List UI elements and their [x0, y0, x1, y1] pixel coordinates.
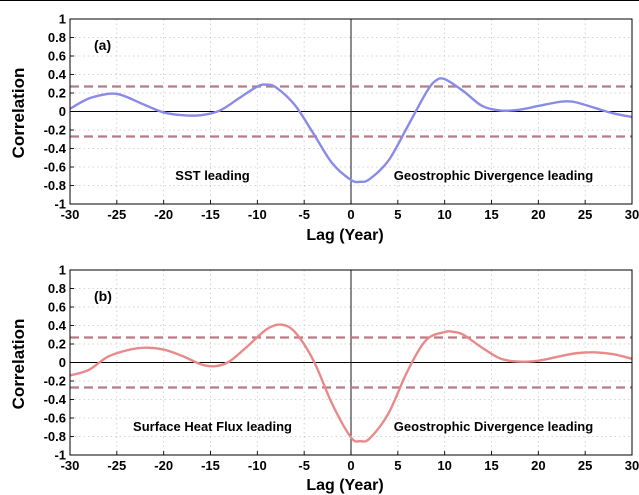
- y-tick-label: 0.6: [48, 49, 66, 64]
- x-tick-label: -20: [154, 458, 173, 473]
- x-tick-label: -5: [298, 207, 310, 222]
- x-tick-label: -10: [248, 458, 267, 473]
- x-tick-label: -5: [298, 458, 310, 473]
- x-tick-label: 0: [347, 458, 354, 473]
- annotation-right: Geostrophic Divergence leading: [394, 168, 593, 183]
- x-tick-label: 15: [484, 207, 498, 222]
- x-tick-label: 30: [625, 207, 639, 222]
- x-tick-label: -30: [61, 458, 80, 473]
- y-axis-label: Correlation: [9, 68, 28, 159]
- y-tick-label: -0.6: [44, 160, 66, 175]
- y-axis-label: Correlation: [9, 319, 28, 410]
- y-tick-label: -0.2: [44, 374, 66, 389]
- y-tick-label: -1: [54, 448, 66, 463]
- x-tick-label: -15: [201, 207, 220, 222]
- panel-label: (b): [94, 288, 112, 304]
- x-tick-label: -30: [61, 207, 80, 222]
- x-tick-label: 0: [347, 207, 354, 222]
- x-tick-label: -20: [154, 207, 173, 222]
- x-tick-label: 15: [484, 458, 498, 473]
- y-tick-label: 0: [59, 104, 66, 119]
- x-axis-label: Lag (Year): [306, 477, 383, 494]
- top-border-line: [0, 0, 639, 1]
- y-tick-label: 0.4: [48, 67, 67, 82]
- x-tick-label: 25: [578, 207, 592, 222]
- correlation-curve: [70, 323, 632, 443]
- y-tick-label: 1: [59, 12, 66, 27]
- y-tick-label: 1: [59, 263, 66, 278]
- y-tick-label: -0.8: [44, 178, 66, 193]
- x-tick-label: 20: [531, 458, 545, 473]
- x-tick-label: 10: [437, 458, 451, 473]
- y-tick-label: 0: [59, 355, 66, 370]
- chart-panel-a: -30 -25 -20 -15 -10 -5 0 5 10 15 20 25 3010.80.60.40…: [9, 12, 639, 245]
- x-tick-label: 10: [437, 207, 451, 222]
- y-tick-label: 0.6: [48, 300, 66, 315]
- x-tick-label: 30: [625, 458, 639, 473]
- x-tick-label: 5: [394, 207, 401, 222]
- chart-panel-b: -30 -25 -20 -15 -10 -5 0 5 10 15 20 25 3010.80.60.40…: [9, 263, 639, 495]
- x-axis-label: Lag (Year): [306, 227, 383, 244]
- x-tick-label: 25: [578, 458, 592, 473]
- y-tick-label: -0.8: [44, 429, 66, 444]
- x-tick-label: -15: [201, 458, 220, 473]
- y-tick-label: 0.2: [48, 337, 66, 352]
- correlation-curve: [70, 77, 632, 184]
- annotation-left: SST leading: [175, 168, 249, 183]
- annotation-right: Geostrophic Divergence leading: [394, 419, 593, 434]
- y-tick-label: -0.4: [44, 141, 67, 156]
- x-tick-label: 20: [531, 207, 545, 222]
- y-tick-label: 0.2: [48, 86, 66, 101]
- y-tick-label: -0.6: [44, 411, 66, 426]
- y-tick-label: -0.4: [44, 392, 67, 407]
- y-tick-label: 0.8: [48, 281, 66, 296]
- x-tick-label: -25: [107, 207, 126, 222]
- x-tick-label: -25: [107, 458, 126, 473]
- annotation-left: Surface Heat Flux leading: [133, 419, 292, 434]
- panel-label: (a): [94, 37, 111, 53]
- y-tick-label: 0.4: [48, 318, 67, 333]
- y-tick-label: -1: [54, 197, 66, 212]
- y-tick-label: 0.8: [48, 30, 66, 45]
- y-tick-label: -0.2: [44, 123, 66, 138]
- x-tick-label: 5: [394, 458, 401, 473]
- x-tick-label: -10: [248, 207, 267, 222]
